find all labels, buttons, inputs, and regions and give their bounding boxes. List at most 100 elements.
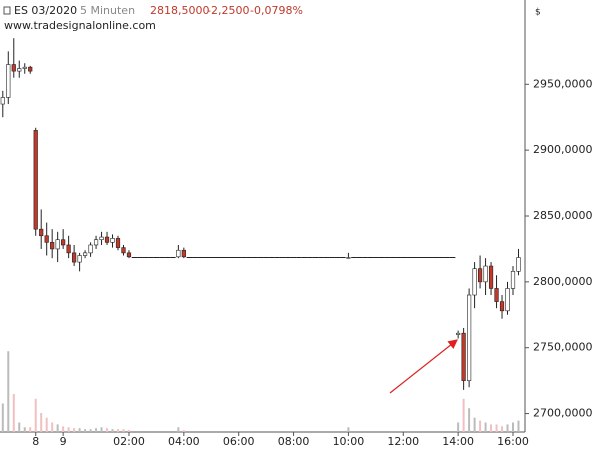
- candle-body: [72, 252, 77, 263]
- x-tick-label: 14:00: [442, 435, 474, 448]
- volume-bar: [73, 428, 76, 432]
- candle-body: [181, 249, 186, 258]
- candle-body: [93, 239, 99, 246]
- candle-body: [477, 268, 483, 283]
- volume-bar: [18, 422, 21, 432]
- candle-body: [11, 64, 16, 72]
- candle-body: [99, 236, 104, 241]
- volume-bar: [347, 427, 350, 432]
- candle-body: [61, 239, 66, 246]
- candle-body: [499, 301, 505, 312]
- candle-body: [22, 66, 27, 69]
- volume-bar: [84, 429, 87, 432]
- candle-body: [456, 332, 461, 335]
- y-tick-label: 2950,0000: [533, 77, 593, 90]
- candle-body: [28, 66, 33, 72]
- candle-body: [115, 238, 121, 248]
- volume-bar: [1, 403, 4, 432]
- url: www.tradesignalonline.com: [4, 19, 156, 32]
- candle-body: [510, 271, 516, 289]
- candle-body: [483, 265, 488, 283]
- x-tick-label: 06:00: [223, 435, 255, 448]
- candle-body: [17, 68, 22, 72]
- candle-body: [0, 97, 5, 105]
- volume-bar: [12, 394, 15, 432]
- candle-body: [82, 252, 88, 256]
- candle-body: [77, 255, 82, 263]
- candle-body: [494, 288, 499, 302]
- symbol-icon: [3, 6, 11, 15]
- volume-bar: [501, 426, 504, 432]
- y-tick-label: 2850,0000: [533, 209, 593, 222]
- candle-body: [88, 244, 93, 254]
- volume-bar: [78, 428, 81, 432]
- x-tick-label: 02:00: [113, 435, 145, 448]
- volume-bar: [490, 424, 493, 432]
- volume-bar: [511, 422, 514, 432]
- candle-body: [126, 252, 132, 258]
- volume-bar: [34, 398, 37, 432]
- x-tick-label: 16:00: [497, 435, 529, 448]
- volume-bar: [473, 417, 476, 432]
- volume-bar: [111, 429, 114, 432]
- y-tick-label: 2750,0000: [533, 341, 593, 354]
- candle-body: [104, 236, 110, 243]
- x-tick-label: 10:00: [333, 435, 365, 448]
- volume-bar: [468, 408, 471, 432]
- x-tick-label: 04:00: [168, 435, 200, 448]
- y-tick-label: 2700,0000: [533, 407, 593, 420]
- x-tick-label: 08:00: [278, 435, 310, 448]
- volume-bar: [122, 429, 125, 432]
- candle-body: [346, 257, 351, 259]
- change: -2,2500: [207, 4, 249, 17]
- x-tick-label: 12:00: [387, 435, 419, 448]
- volume-bar: [484, 422, 487, 432]
- symbol: ES 03/2020: [14, 4, 77, 17]
- last-price: 2818,5000: [150, 4, 210, 17]
- volume-bar: [7, 351, 10, 432]
- volume-bar: [127, 430, 130, 432]
- volume-bar: [100, 427, 103, 432]
- y-tick-label: 2800,0000: [533, 275, 593, 288]
- volume-bar: [106, 428, 109, 432]
- y-tick-label: 2900,0000: [533, 143, 593, 156]
- volume-bar: [56, 424, 59, 432]
- annotation-arrow: [389, 339, 458, 394]
- volume-bar: [177, 427, 180, 432]
- volume-bar: [506, 424, 509, 432]
- candle-body: [516, 257, 521, 272]
- candle-body: [121, 247, 126, 254]
- volume-bar: [182, 430, 185, 432]
- candle-body: [50, 242, 55, 250]
- candle-body: [39, 228, 44, 237]
- candle-body: [488, 265, 494, 289]
- volume-bar: [117, 429, 120, 432]
- candle-body: [467, 294, 472, 381]
- candle-body: [176, 249, 181, 258]
- x-tick-label: 8: [32, 435, 39, 448]
- change-pct: -0,0798%: [250, 4, 303, 17]
- volume-bar: [40, 413, 43, 432]
- volume-bar: [479, 420, 482, 432]
- candle-body: [461, 332, 466, 381]
- candle-body: [505, 288, 510, 312]
- volume-bar: [517, 420, 520, 432]
- volume-bar: [23, 427, 26, 432]
- volume-bar: [29, 427, 32, 432]
- interval: 5 Minuten: [80, 4, 135, 17]
- currency: $: [535, 8, 541, 18]
- volume-bar: [89, 429, 92, 432]
- volume-bar: [67, 427, 70, 432]
- volume-bar: [45, 417, 48, 432]
- x-tick-label: 9: [60, 435, 67, 448]
- volume-bar: [495, 424, 498, 432]
- volume-bar: [457, 422, 460, 432]
- volume-bar: [462, 398, 465, 432]
- candle-body: [44, 235, 49, 243]
- candle-body: [33, 130, 38, 230]
- candle-body: [55, 239, 60, 250]
- volume-bar: [51, 422, 54, 432]
- candle-body: [6, 64, 11, 98]
